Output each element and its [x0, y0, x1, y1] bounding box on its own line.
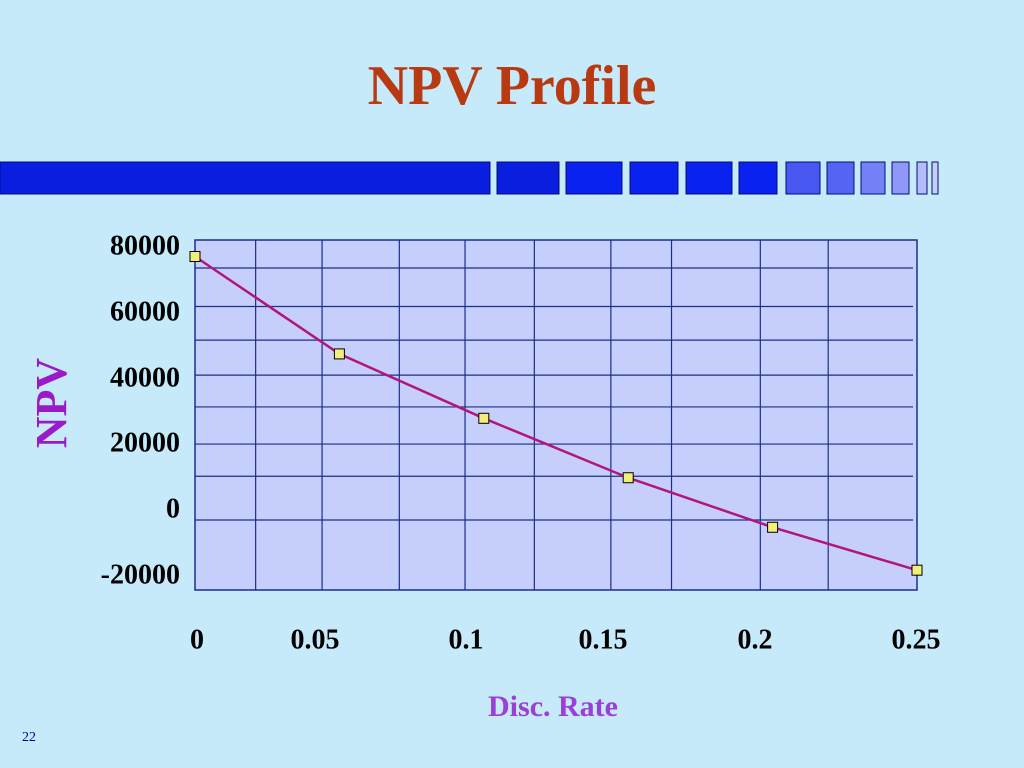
data-point-marker	[622, 472, 634, 484]
x-tick-label: 0	[190, 624, 204, 655]
plot-area	[194, 239, 918, 591]
data-point-marker	[189, 251, 201, 263]
slide-title: NPV Profile	[367, 55, 657, 117]
y-tick-labels: 80000 60000 40000 20000 0 -20000	[101, 230, 180, 590]
series-group	[189, 251, 923, 576]
data-point-marker	[911, 564, 923, 576]
x-tick-label: 0.05	[291, 624, 340, 655]
y-tick-label: 20000	[110, 427, 180, 458]
y-tick-label: 60000	[110, 296, 180, 327]
x-tick-label: 0.2	[738, 624, 773, 655]
x-tick-label: 0.15	[579, 624, 628, 655]
data-point-marker	[767, 521, 779, 533]
y-tick-label: -20000	[101, 559, 180, 590]
y-tick-label: 0	[166, 493, 180, 524]
decorative-header-bar	[0, 161, 939, 195]
y-tick-label: 40000	[110, 362, 180, 393]
x-tick-label: 0.1	[449, 624, 484, 655]
data-point-marker	[333, 348, 345, 360]
x-tick-label: 0.25	[892, 624, 941, 655]
grid-lines	[195, 240, 913, 590]
y-tick-label: 80000	[110, 230, 180, 261]
series-line	[194, 255, 918, 572]
page-number: 22	[22, 730, 36, 745]
x-axis-title: Disc. Rate	[488, 690, 618, 723]
y-axis-title: NPV	[27, 357, 76, 449]
x-tick-labels: 0 0.05 0.1 0.15 0.2 0.25	[190, 624, 941, 655]
data-point-marker	[478, 412, 490, 424]
